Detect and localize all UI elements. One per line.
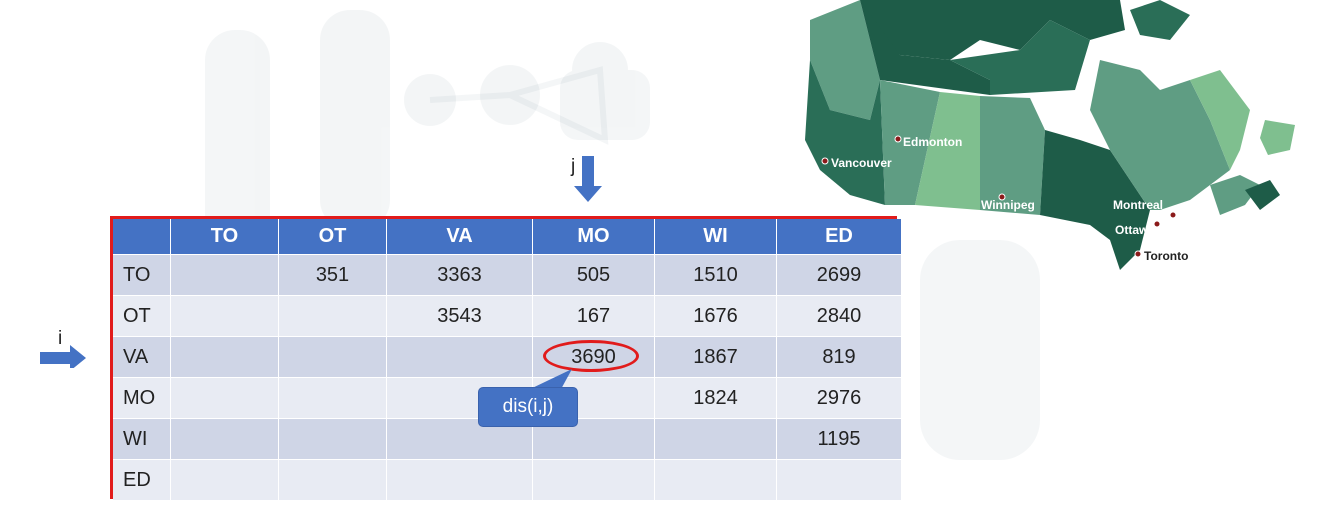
table-cell: 2976 — [776, 377, 902, 419]
saskatchewan — [915, 92, 980, 210]
row-header: OT — [113, 295, 171, 337]
table-cell — [278, 336, 387, 378]
column-header: OT — [278, 219, 387, 255]
table-cell: 2840 — [776, 295, 902, 337]
canada-map: Vancouver Edmonton Winnipeg Montreal Ott… — [805, 0, 1295, 270]
table-cell: 351 — [278, 254, 387, 296]
j-arrow-icon — [574, 156, 602, 202]
table-cell: 1824 — [654, 377, 777, 419]
british-columbia — [805, 60, 885, 205]
nova-scotia — [1245, 180, 1280, 210]
table-cell — [278, 459, 387, 500]
table-cell — [654, 459, 777, 500]
table-cell — [278, 377, 387, 419]
callout-pointer — [526, 369, 572, 391]
table-cell: 167 — [532, 295, 655, 337]
quebec — [1090, 60, 1230, 210]
row-header: ED — [113, 459, 171, 500]
toronto-dot — [1134, 250, 1142, 258]
table-cell — [386, 459, 533, 500]
table-row: TO 351 3363 505 1510 2699 — [113, 254, 902, 296]
table-row: ED — [113, 459, 902, 500]
column-header: ED — [776, 219, 902, 255]
arctic-islands — [860, 0, 1125, 60]
column-header — [113, 219, 171, 255]
table-cell: 819 — [776, 336, 902, 378]
alberta — [880, 80, 940, 205]
table-cell — [776, 459, 902, 500]
table-cell — [170, 254, 279, 296]
row-header: MO — [113, 377, 171, 419]
row-header: TO — [113, 254, 171, 296]
row-header: WI — [113, 418, 171, 460]
row-header: VA — [113, 336, 171, 378]
maritimes — [1210, 175, 1260, 215]
table-cell — [532, 459, 655, 500]
table-header-row: TO OT VA MO WI ED — [113, 219, 902, 255]
table-cell: 1195 — [776, 418, 902, 460]
vancouver-label: Vancouver — [831, 156, 892, 170]
i-arrow-icon — [40, 345, 86, 368]
table-cell — [386, 336, 533, 378]
j-label: j — [571, 156, 576, 177]
northwest-territories — [860, 0, 990, 95]
distance-table: TO OT VA MO WI ED TO 351 3363 505 1510 2… — [113, 219, 902, 500]
table-cell — [170, 295, 279, 337]
distance-callout: dis(i,j) — [478, 387, 578, 427]
winnipeg-dot — [998, 193, 1006, 201]
toronto-label: Toronto — [1144, 249, 1188, 263]
table-row: VA 3690 1867 819 — [113, 336, 902, 378]
nunavut — [950, 20, 1090, 95]
ottawa-dot — [1153, 220, 1161, 228]
column-header: MO — [532, 219, 655, 255]
yukon — [810, 0, 880, 120]
i-label: i — [58, 328, 63, 349]
table-cell: 1867 — [654, 336, 777, 378]
newfoundland — [1260, 120, 1295, 155]
table-cell — [532, 418, 655, 460]
table-cell: 1510 — [654, 254, 777, 296]
ontario — [1040, 130, 1150, 270]
table-cell — [278, 418, 387, 460]
labrador — [1190, 70, 1250, 170]
ottawa-label: Ottawa — [1115, 223, 1155, 237]
edmonton-dot — [894, 135, 902, 143]
table-row: MO 1824 2976 — [113, 377, 902, 419]
distance-table-frame: TO OT VA MO WI ED TO 351 3363 505 1510 2… — [110, 216, 902, 500]
table-cell: 2699 — [776, 254, 902, 296]
manitoba — [980, 96, 1045, 215]
table-cell: 3543 — [386, 295, 533, 337]
arctic-island-small — [1130, 0, 1190, 40]
edmonton-label: Edmonton — [903, 135, 962, 149]
montreal-dot — [1169, 211, 1177, 219]
column-header: VA — [386, 219, 533, 255]
table-row: WI 1195 — [113, 418, 902, 460]
table-cell: 1676 — [654, 295, 777, 337]
table-cell: 505 — [532, 254, 655, 296]
table-cell — [170, 418, 279, 460]
vancouver-dot — [821, 157, 829, 165]
highlight-circle — [543, 340, 639, 372]
montreal-label: Montreal — [1113, 198, 1163, 212]
table-cell — [654, 418, 777, 460]
table-cell — [170, 459, 279, 500]
table-cell — [170, 377, 279, 419]
winnipeg-label: Winnipeg — [981, 198, 1035, 212]
table-cell — [278, 295, 387, 337]
table-row: OT 3543 167 1676 2840 — [113, 295, 902, 337]
column-header: WI — [654, 219, 777, 255]
column-header: TO — [170, 219, 279, 255]
table-cell — [170, 336, 279, 378]
table-cell: 3363 — [386, 254, 533, 296]
